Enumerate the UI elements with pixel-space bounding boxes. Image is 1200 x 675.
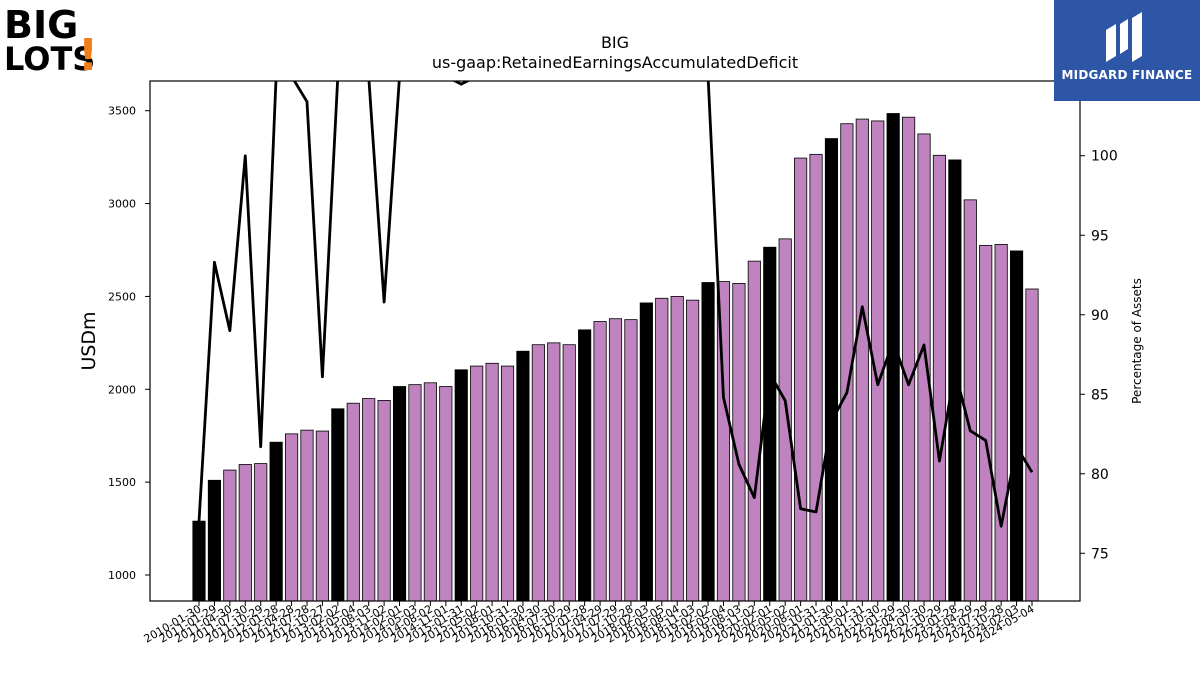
bar <box>794 157 808 602</box>
y-tick-label: 2000 <box>108 383 136 396</box>
svg-text:BIG: BIG <box>4 3 78 47</box>
bar <box>516 350 530 602</box>
y-tick-label: 2500 <box>108 290 136 303</box>
x-axis: 2010-01-302011-01-292011-04-302011-07-30… <box>142 601 1037 646</box>
chart-title: BIG <box>601 33 629 52</box>
y-tick-label: 3500 <box>108 105 136 118</box>
bar <box>948 159 962 602</box>
chart-subtitle: us-gaap:RetainedEarningsAccumulatedDefic… <box>432 53 798 72</box>
bar <box>624 319 638 602</box>
y-tick-label: 1000 <box>108 569 136 582</box>
bar <box>778 238 792 602</box>
bar <box>963 199 977 602</box>
bar <box>593 321 607 602</box>
bar <box>207 479 221 602</box>
midgard-mark-icon <box>1106 12 1142 62</box>
big-lots-logo-icon: BIG LOTS ! <box>4 3 98 81</box>
y2-axis: 75 80 85 90 95 100 <box>1080 149 1118 562</box>
bar <box>747 260 761 602</box>
y-axis: 1000 1500 2000 2500 3000 3500 <box>108 105 150 582</box>
bar <box>300 429 314 602</box>
bar <box>346 402 360 602</box>
bar <box>223 469 237 602</box>
bar <box>1010 250 1024 602</box>
midgard-finance-text: MIDGARD FINANCE <box>1061 68 1193 82</box>
bar-group <box>192 113 1039 602</box>
midgard-finance-logo: MIDGARD FINANCE <box>1054 0 1200 101</box>
bar <box>655 297 669 602</box>
y2-tick-label: 75 <box>1091 546 1109 562</box>
bar <box>994 244 1008 602</box>
percentage-line <box>197 81 1034 528</box>
y2-axis-label: Percentage of Assets <box>1130 278 1144 404</box>
bar <box>439 386 453 602</box>
bar <box>500 365 515 602</box>
bar <box>192 520 206 602</box>
y2-tick-label: 90 <box>1091 308 1109 324</box>
bar <box>485 362 499 602</box>
bar <box>238 464 252 602</box>
bar <box>408 384 422 602</box>
y2-tick-label: 80 <box>1091 467 1109 483</box>
bar <box>902 116 916 602</box>
svg-text:!: ! <box>78 30 98 74</box>
bar <box>269 441 283 602</box>
svg-text:LOTS: LOTS <box>4 40 95 74</box>
y2-tick-label: 100 <box>1091 149 1118 165</box>
bar <box>824 138 839 602</box>
bar <box>578 329 592 602</box>
bar <box>454 369 468 602</box>
bar <box>608 318 623 602</box>
bar <box>670 296 684 602</box>
bar <box>686 299 700 602</box>
bar <box>315 430 329 602</box>
bar <box>377 400 391 602</box>
bar <box>1025 288 1039 602</box>
line-group <box>197 81 1034 528</box>
bar <box>701 282 715 602</box>
bar <box>423 382 437 602</box>
bar <box>284 433 299 602</box>
bar <box>362 398 376 602</box>
bar <box>531 344 545 602</box>
bar <box>254 463 268 602</box>
bar <box>809 153 823 602</box>
y2-tick-label: 95 <box>1091 228 1109 244</box>
y-tick-label: 3000 <box>108 198 136 211</box>
y-axis-label: USDm <box>78 311 100 370</box>
bar <box>547 342 561 602</box>
big-lots-logo: BIG LOTS ! <box>2 2 102 81</box>
y-tick-label: 1500 <box>108 476 136 489</box>
bar <box>855 118 869 602</box>
bar <box>763 246 777 602</box>
y2-tick-label: 85 <box>1091 387 1109 403</box>
bar <box>979 244 993 602</box>
bar <box>331 408 345 602</box>
bar <box>562 344 576 602</box>
bar <box>392 386 407 602</box>
bar <box>932 154 947 602</box>
bar <box>470 365 484 602</box>
bar <box>639 302 653 602</box>
